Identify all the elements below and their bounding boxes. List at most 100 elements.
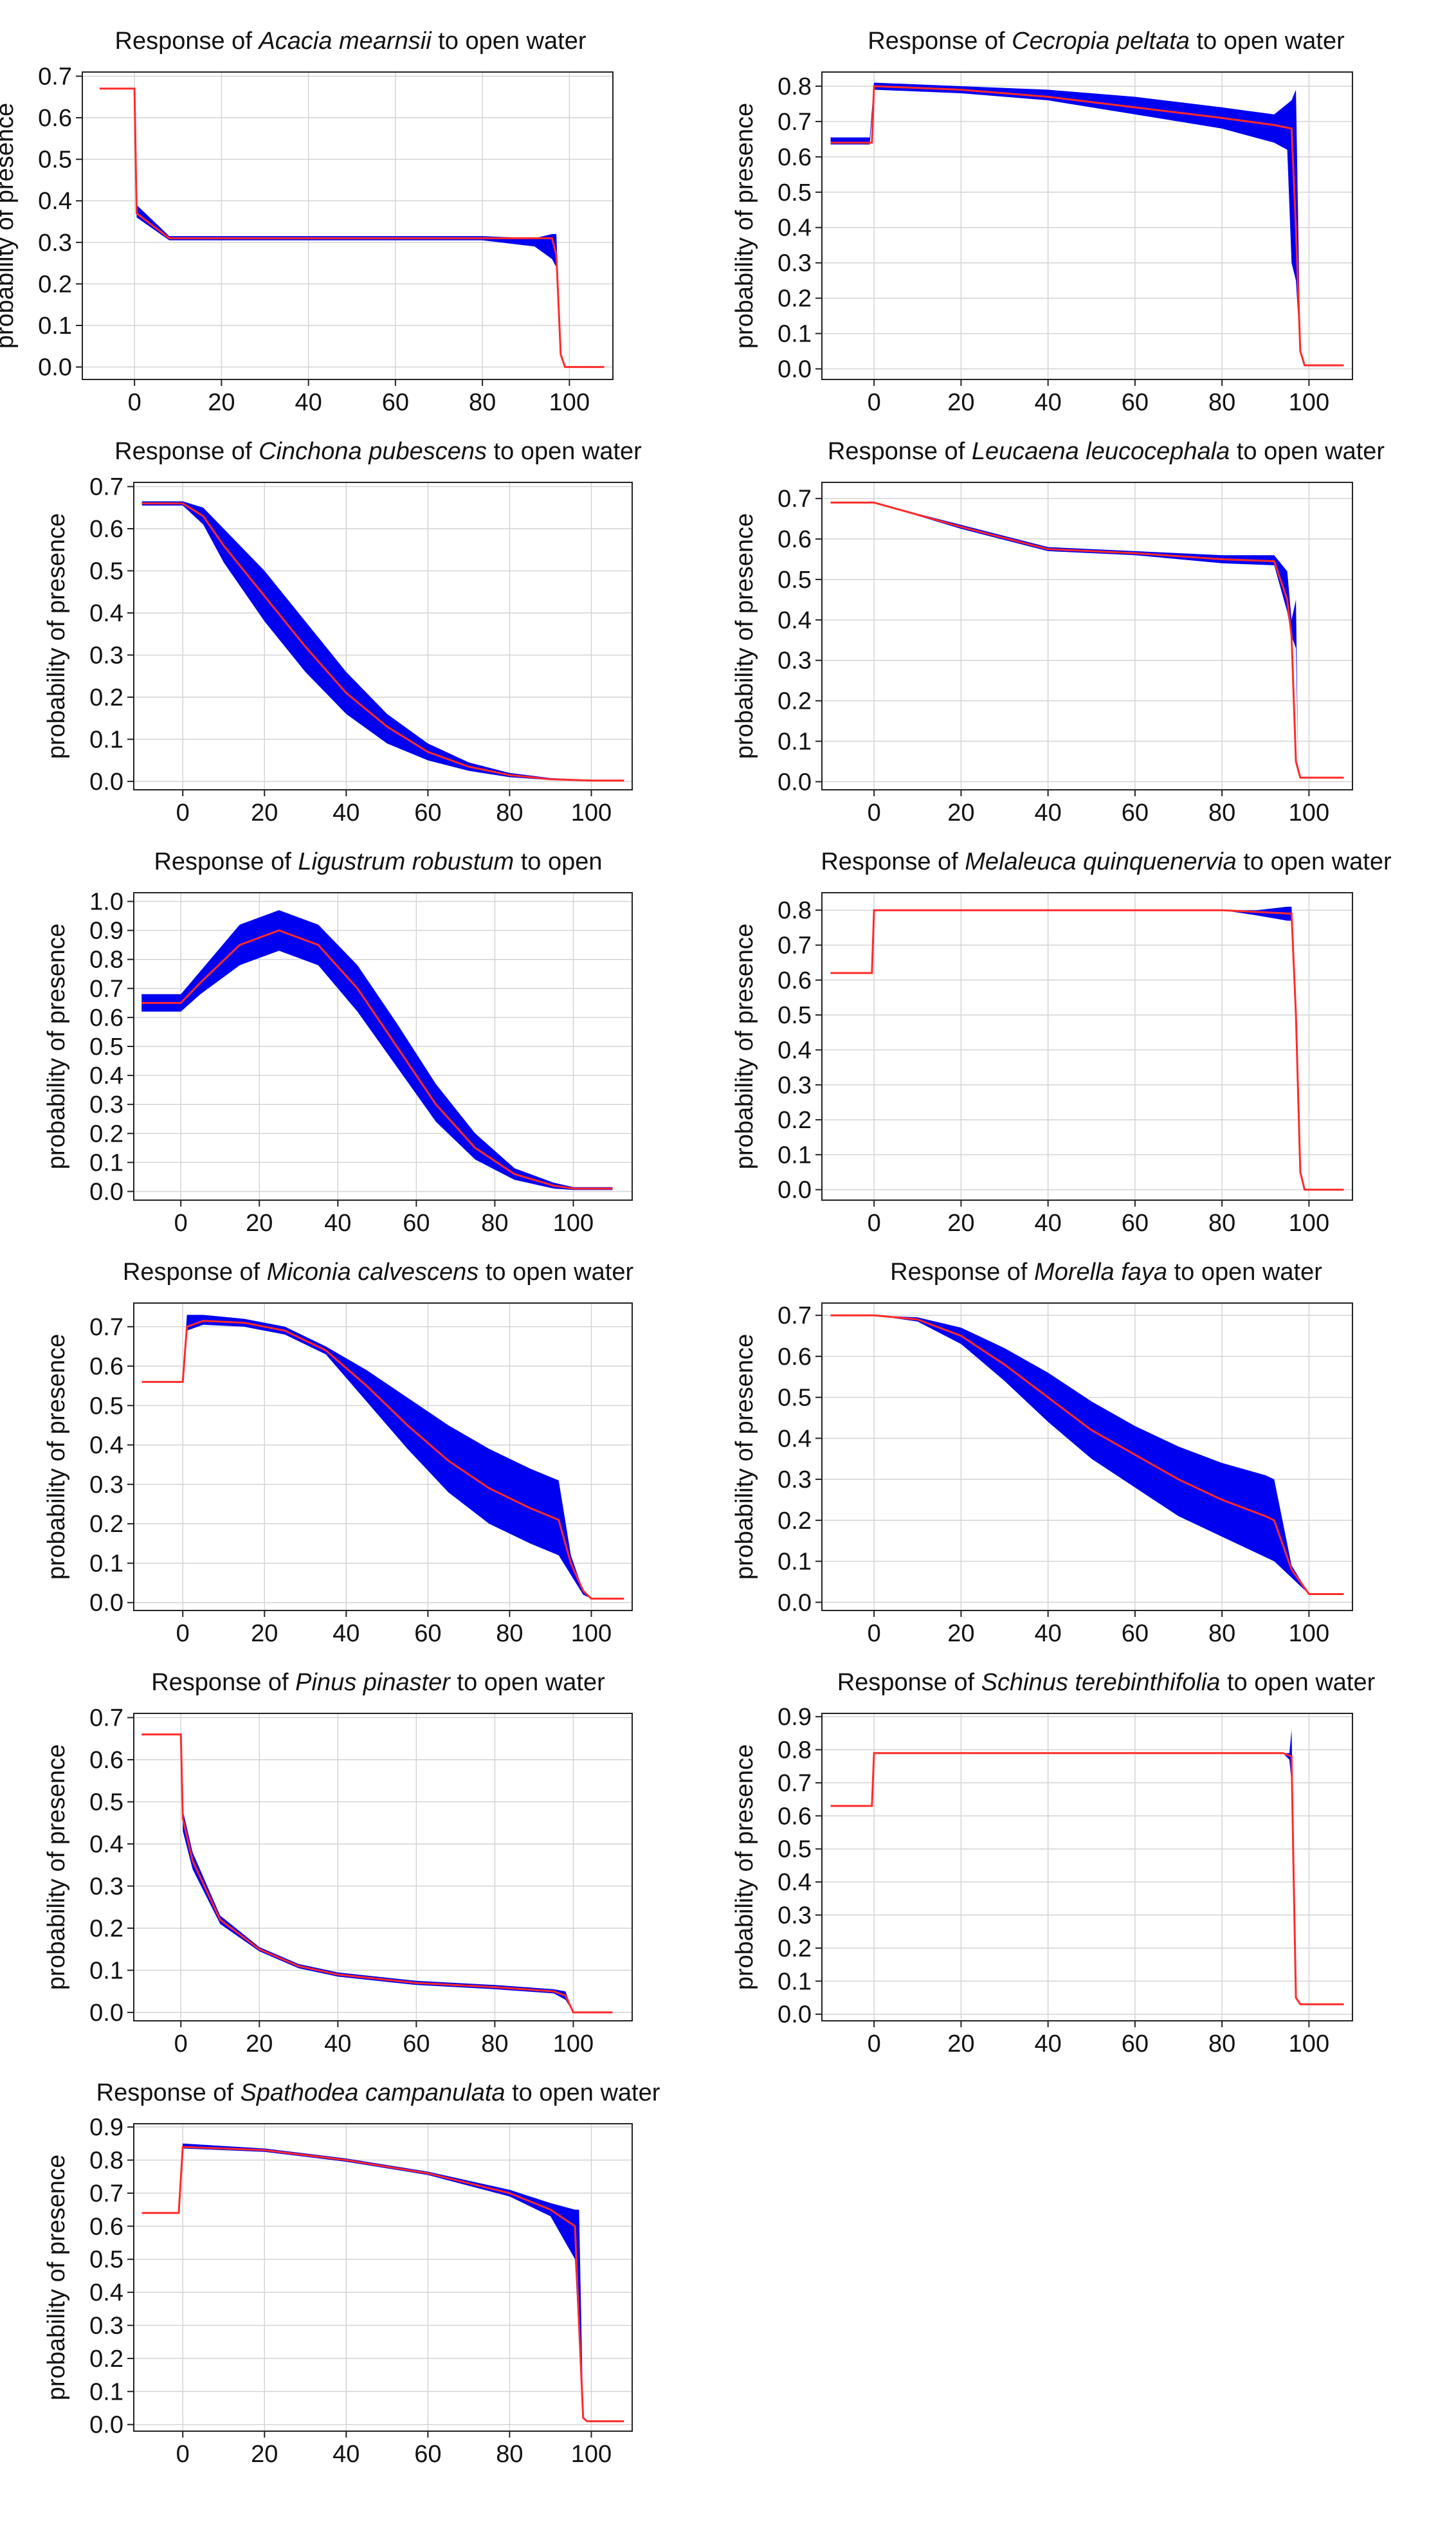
mean-response-line <box>141 1320 624 1600</box>
y-tick-label: 0.4 <box>89 1831 123 1858</box>
y-tick-label: 0.4 <box>778 215 812 242</box>
chart-title: Response of Leucaena leucocephala to ope… <box>828 438 1385 465</box>
x-tick-label: 20 <box>947 799 974 826</box>
y-tick-label: 0.6 <box>778 1344 812 1371</box>
x-tick-label: 0 <box>176 2441 190 2468</box>
y-axis-label: probability of presence <box>43 1334 70 1580</box>
title-species: Leucaena leucocephala <box>972 438 1230 465</box>
y-tick-label: 0.2 <box>38 271 72 298</box>
y-tick-label: 0.7 <box>38 63 72 90</box>
y-tick-label: 0.7 <box>89 2180 123 2207</box>
x-tick-label: 80 <box>1208 1620 1235 1647</box>
x-tick-label: 0 <box>176 799 190 826</box>
y-tick-label: 0.6 <box>778 967 812 994</box>
x-tick-label: 0 <box>868 799 881 826</box>
x-tick-label: 100 <box>571 799 612 826</box>
y-tick-label: 0.9 <box>89 918 123 945</box>
y-tick-label: 0.5 <box>778 1385 812 1412</box>
y-tick-label: 0.1 <box>89 1957 123 1984</box>
chart-panel-6: Response of Melaleuca quinquenervia to o… <box>731 848 1392 1237</box>
y-tick-label: 0.0 <box>89 1178 123 1205</box>
x-tick-label: 0 <box>868 1620 881 1647</box>
y-tick-label: 0.4 <box>89 600 123 627</box>
chart-title: Response of Acacia mearnsii to open wate… <box>115 28 587 55</box>
y-tick-label: 0.9 <box>778 1704 812 1731</box>
title-prefix: Response of <box>96 2079 241 2106</box>
title-suffix: to open water <box>1190 28 1345 55</box>
x-tick-label: 0 <box>868 1210 881 1237</box>
y-axis-label: probability of presence <box>43 924 70 1169</box>
y-tick-label: 0.1 <box>778 321 812 348</box>
x-tick-label: 20 <box>947 1210 974 1237</box>
mean-response-line <box>100 87 605 369</box>
y-tick-label: 0.8 <box>89 947 123 974</box>
y-tick-label: 0.0 <box>778 356 812 383</box>
y-axis-label: probability of presence <box>43 2155 70 2400</box>
x-tick-label: 100 <box>1289 1210 1329 1237</box>
y-tick-label: 0.3 <box>38 230 72 257</box>
y-axis-label: probability of presence <box>43 513 70 759</box>
title-prefix: Response of <box>868 28 1012 55</box>
title-suffix: to open water <box>505 2079 660 2106</box>
title-prefix: Response of <box>821 848 965 875</box>
plot-frame <box>821 1302 1353 1611</box>
x-tick-label: 60 <box>403 1210 430 1237</box>
y-tick-label: 0.6 <box>89 1005 123 1032</box>
y-tick-label: 0.6 <box>778 526 812 553</box>
y-tick-label: 0.9 <box>89 2114 123 2141</box>
y-tick-label: 0.6 <box>89 2213 123 2240</box>
x-tick-label: 100 <box>549 389 590 416</box>
title-species: Pinus pinaster <box>295 1669 451 1696</box>
x-tick-label: 40 <box>332 1620 359 1647</box>
y-tick-label: 0.6 <box>89 516 123 543</box>
x-tick-label: 60 <box>1122 1210 1149 1237</box>
y-tick-label: 0.6 <box>89 1353 123 1380</box>
title-suffix: to open <box>514 848 602 875</box>
x-tick-label: 40 <box>324 1210 351 1237</box>
plot-frame <box>133 2123 633 2432</box>
y-axis-label: probability of presence <box>731 513 758 759</box>
x-tick-label: 40 <box>332 799 359 826</box>
confidence-band <box>141 1315 624 1599</box>
y-tick-label: 0.3 <box>778 250 812 277</box>
y-tick-label: 0.8 <box>778 73 812 100</box>
y-tick-label: 0.2 <box>778 286 812 313</box>
x-tick-label: 0 <box>176 1620 190 1647</box>
chart-title: Response of Morella faya to open water <box>890 1259 1322 1286</box>
x-tick-label: 80 <box>1208 389 1235 416</box>
title-prefix: Response of <box>151 1669 295 1696</box>
y-tick-label: 0.5 <box>778 567 812 594</box>
mean-response-line <box>830 1314 1344 1595</box>
mean-response-line <box>141 929 613 1190</box>
chart-panel-11: Response of Spathodea campanulata to ope… <box>43 2079 660 2468</box>
chart-panel-9: Response of Pinus pinaster to open water… <box>43 1669 633 2057</box>
y-tick-label: 0.7 <box>778 932 812 959</box>
x-tick-label: 0 <box>868 389 881 416</box>
chart-title: Response of Cinchona pubescens to open w… <box>114 438 642 465</box>
x-tick-label: 60 <box>1122 389 1149 416</box>
plot-area <box>822 893 1352 1200</box>
y-tick-label: 0.0 <box>38 354 72 381</box>
y-axis-label: probability of presence <box>731 1744 758 1990</box>
x-tick-label: 100 <box>1289 389 1329 416</box>
x-tick-label: 100 <box>553 2030 594 2057</box>
y-tick-label: 0.2 <box>89 1511 123 1538</box>
title-species: Ligustrum robustum <box>298 848 514 875</box>
y-tick-label: 0.4 <box>778 1425 812 1452</box>
y-tick-label: 0.5 <box>38 147 72 174</box>
x-tick-label: 0 <box>174 1210 188 1237</box>
x-tick-label: 80 <box>496 2441 523 2468</box>
plot-frame <box>821 71 1353 380</box>
y-tick-label: 0.1 <box>89 2378 123 2405</box>
title-species: Cinchona pubescens <box>259 438 487 465</box>
title-prefix: Response of <box>114 438 259 465</box>
x-tick-label: 60 <box>382 389 409 416</box>
x-tick-label: 80 <box>1208 799 1235 826</box>
x-tick-label: 40 <box>324 2030 351 2057</box>
y-tick-label: 0.1 <box>778 729 812 756</box>
x-tick-label: 20 <box>947 389 974 416</box>
y-tick-label: 0.5 <box>89 2247 123 2274</box>
y-tick-label: 0.1 <box>89 726 123 753</box>
